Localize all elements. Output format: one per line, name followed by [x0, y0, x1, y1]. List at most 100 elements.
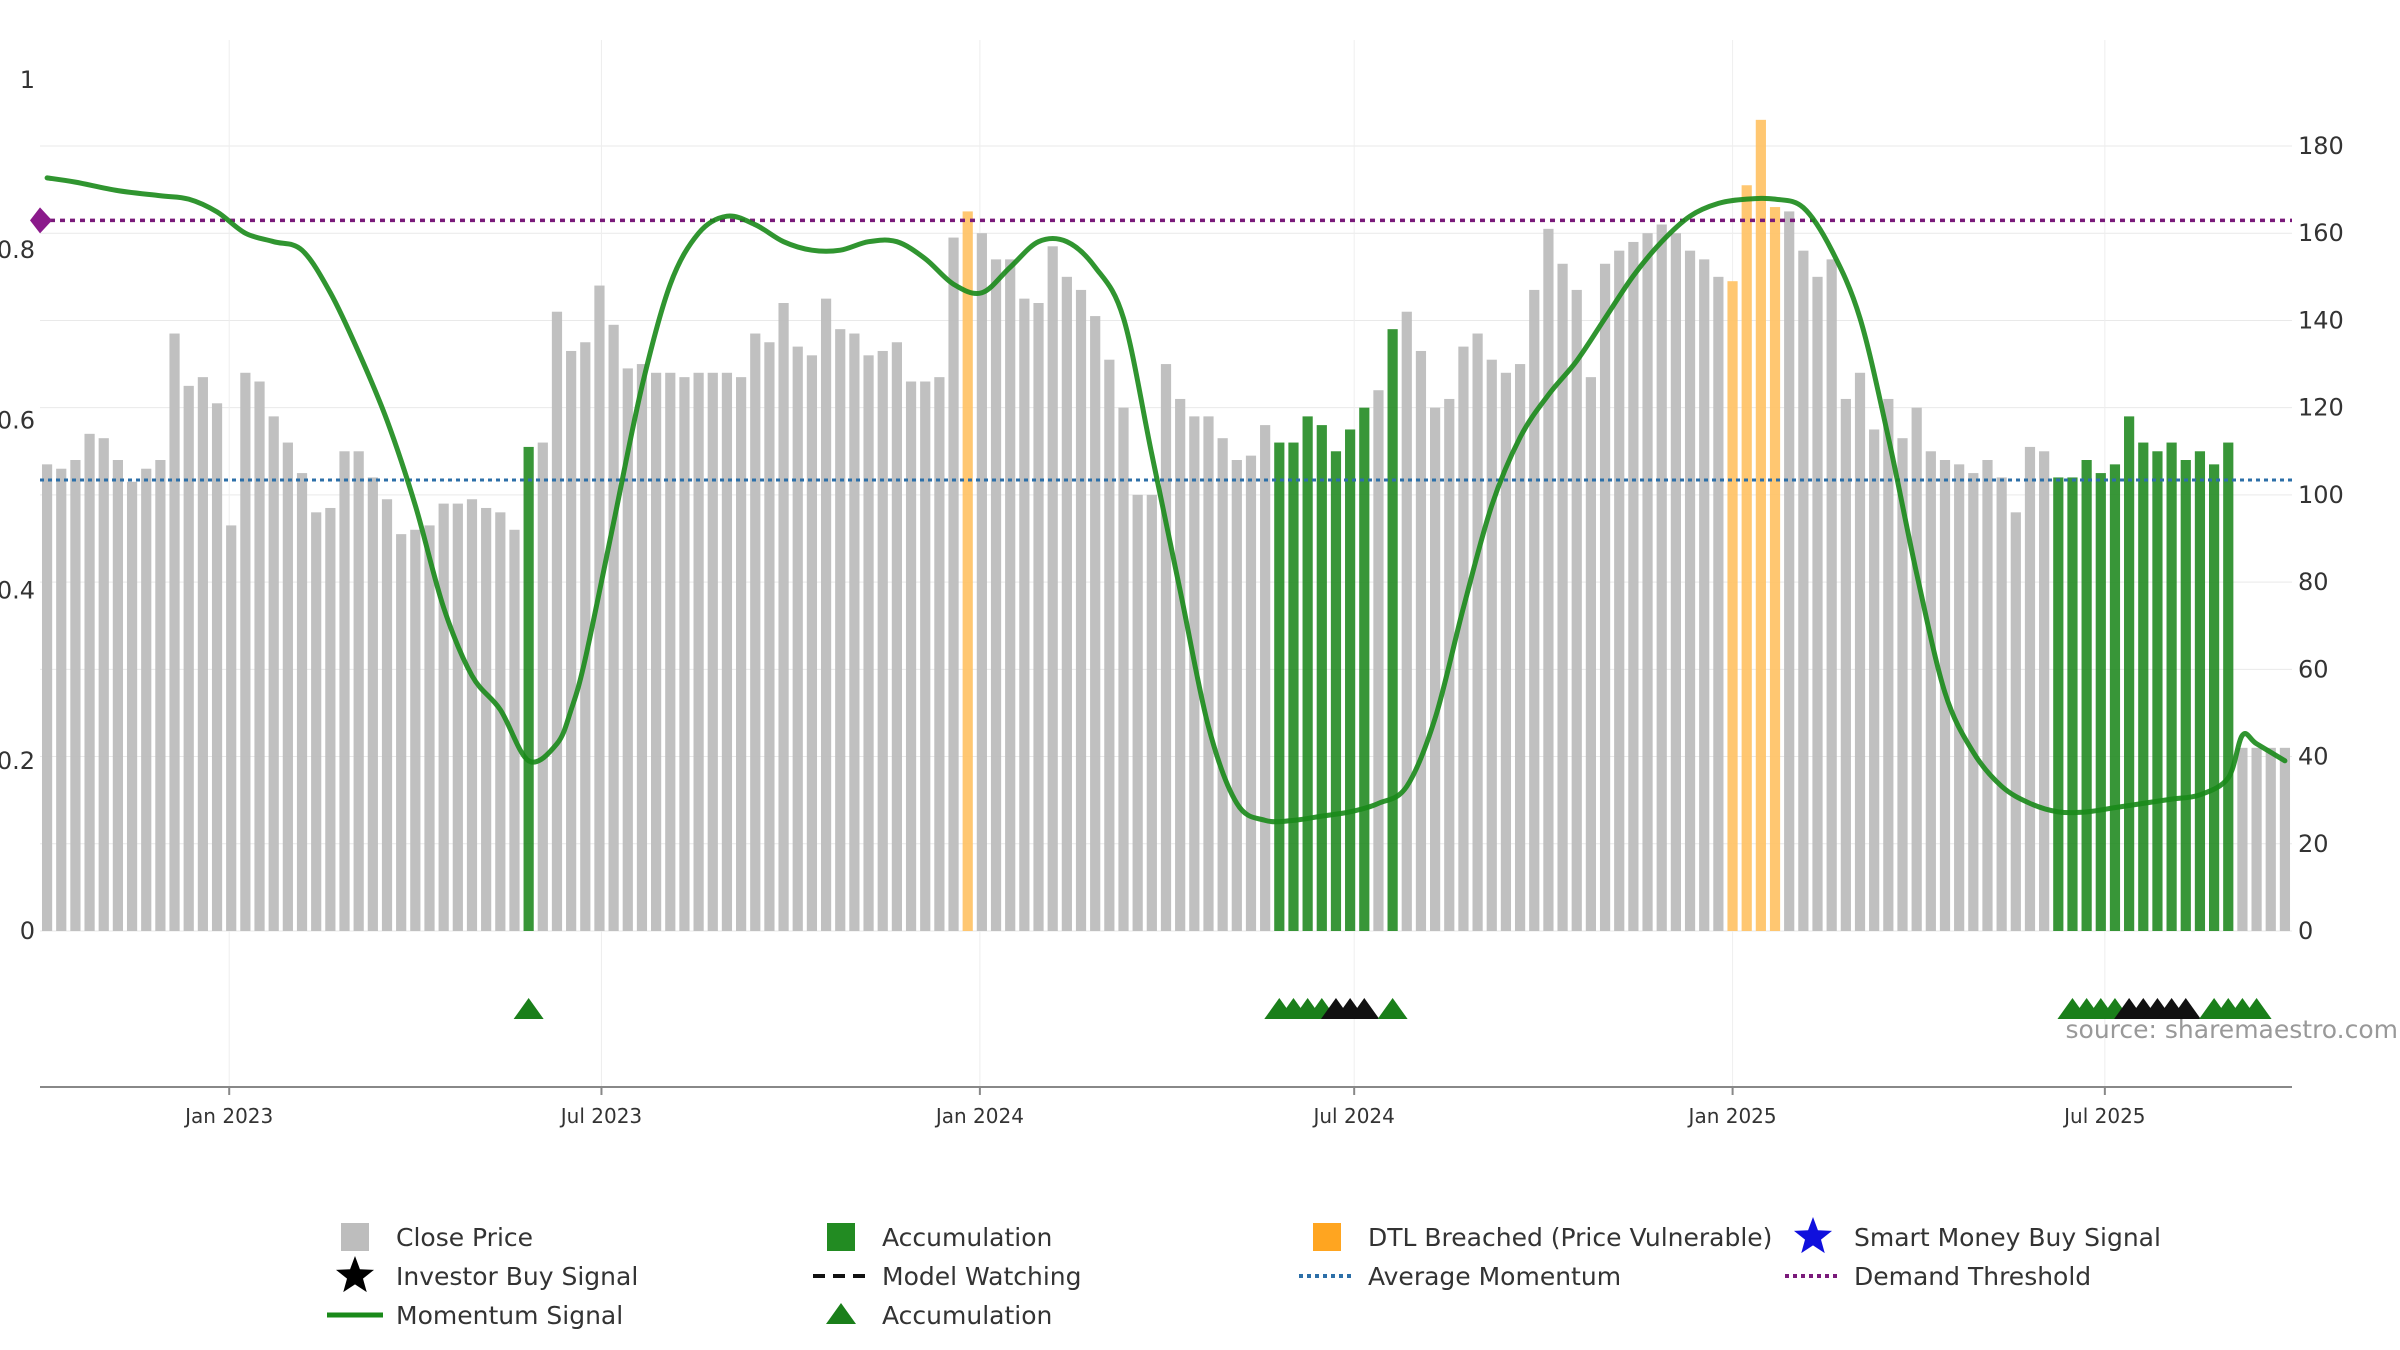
accumulation-bar: [1274, 442, 1285, 931]
x-axis-tick-label: Jul 2023: [559, 1104, 642, 1128]
left-axis-tick-label: 0.6: [0, 406, 35, 434]
x-axis-tick-label: Jan 2024: [934, 1104, 1024, 1128]
close-price-bar: [1075, 289, 1087, 932]
legend-label: Accumulation: [882, 1301, 1052, 1330]
close-price-bar: [976, 233, 987, 931]
close-price-bar: [56, 468, 67, 931]
close-price-bar: [580, 342, 591, 931]
close-price-bar: [1684, 250, 1696, 931]
close-price-bar: [750, 333, 761, 931]
right-axis-tick-label: 20: [2298, 830, 2329, 858]
close-price-bar: [268, 416, 279, 931]
close-price-bar: [835, 329, 846, 932]
close-price-bar: [1203, 416, 1214, 931]
accumulation-bar: [2223, 442, 2234, 931]
accumulation-bar: [2081, 460, 2092, 931]
close-price-bar: [735, 377, 747, 931]
accumulation-bar: [2166, 442, 2177, 931]
close-price-bar: [367, 477, 378, 931]
close-price-bar: [296, 473, 308, 931]
close-price-bar: [1472, 333, 1483, 931]
close-price-bar: [1430, 407, 1441, 932]
legend-label: Model Watching: [882, 1262, 1082, 1291]
left-axis-tick-label: 0.8: [0, 236, 35, 264]
close-price-bar: [849, 333, 860, 931]
close-price-bar: [325, 507, 336, 931]
legend-swatch: [341, 1223, 369, 1251]
right-axis-tick-label: 140: [2298, 306, 2344, 334]
close-price-bar: [1982, 460, 1993, 931]
x-axis-tick-label: Jan 2025: [1687, 1104, 1777, 1128]
x-axis-tick-label: Jan 2023: [183, 1104, 273, 1128]
legend-label: Close Price: [396, 1223, 533, 1252]
close-price-bar: [1019, 298, 1030, 931]
x-axis: Jan 2023 Jul 2023 Jan 2024 Jul 2024 Jan 2025…: [40, 1086, 2292, 1128]
right-axis-tick-label: 120: [2298, 394, 2344, 422]
close-price-bar: [254, 381, 265, 931]
close-price-bar: [665, 372, 676, 931]
close-price-bar: [282, 442, 293, 931]
close-price-bar: [608, 324, 619, 931]
close-price-bar: [537, 442, 548, 931]
dtl-breached-bar: [1741, 185, 1752, 931]
right-axis-tick-label: 160: [2298, 219, 2344, 247]
close-price-bar: [693, 372, 704, 931]
close-price-bar: [2237, 747, 2248, 931]
close-price-bar: [1911, 407, 1922, 932]
accumulation-bar: [1387, 329, 1398, 932]
legend-item-dtl: DTL Breached (Price Vulnerable): [1313, 1223, 1772, 1252]
close-price-bar: [70, 460, 81, 931]
accumulation-bar: [523, 446, 534, 931]
left-axis-tick-label: 0.4: [0, 577, 35, 605]
right-axis-tick-label: 180: [2298, 132, 2344, 160]
close-price-bar: [877, 350, 888, 931]
accumulation-bar: [1359, 407, 1370, 932]
dtl-breached-bar: [1755, 119, 1766, 932]
legend-label: Investor Buy Signal: [396, 1262, 638, 1291]
momentum-signal-path: [44, 175, 2288, 825]
legend-item-smart: Smart Money Buy Signal: [1793, 1217, 2161, 1254]
close-price-bar: [1628, 241, 1639, 931]
x-axis-tick-label: Jul 2024: [1311, 1104, 1394, 1128]
left-axis-tick-label: 0.2: [0, 747, 35, 775]
close-price-bar: [183, 385, 194, 932]
close-price-bar: [1713, 276, 1724, 931]
momentum-signal-line: [44, 175, 2288, 825]
close-price-bar: [1373, 390, 1384, 931]
accumulation-marker: [2241, 998, 2272, 1019]
accumulation-marker: [1377, 998, 1408, 1019]
close-price-bar: [551, 311, 563, 931]
right-axis: 0 20 40 60 80 100 120 140 160 180: [2298, 132, 2344, 945]
legend-swatch: [1313, 1223, 1341, 1251]
close-price-bar: [311, 512, 322, 931]
close-price-bar: [1514, 364, 1526, 931]
close-price-bar: [84, 433, 95, 931]
close-price-bar: [1529, 289, 1540, 932]
legend-label: Smart Money Buy Signal: [1854, 1223, 2161, 1252]
right-axis-tick-label: 100: [2298, 481, 2344, 509]
close-price-bar: [778, 303, 789, 931]
close-price-bar: [1047, 246, 1058, 932]
close-price-bar: [1784, 211, 1795, 931]
legend-star-icon: [335, 1256, 375, 1293]
close-price-bar: [1968, 473, 1979, 931]
close-price-bar: [1500, 372, 1512, 931]
close-price-bar: [1160, 364, 1172, 931]
close-price-bar: [891, 342, 902, 931]
accumulation-bar: [2138, 442, 2149, 931]
close-price-bar: [1642, 233, 1653, 931]
close-price-bar: [112, 460, 123, 931]
close-price-bar: [211, 403, 223, 931]
accumulation-bar: [1302, 416, 1313, 931]
close-price-bar: [1118, 407, 1129, 932]
close-price-bar: [636, 364, 648, 931]
investor-marker: [1349, 998, 1380, 1019]
accumulation-bar: [2152, 451, 2163, 931]
left-axis: 0 0.2 0.4 0.6 0.8 1: [0, 66, 35, 945]
close-price-bar: [1005, 259, 1016, 931]
close-price-bar: [1954, 464, 1965, 931]
close-price-bar: [1132, 494, 1143, 931]
legend-label: Momentum Signal: [396, 1301, 623, 1330]
legend-item-investor: Investor Buy Signal: [335, 1256, 638, 1293]
left-axis-tick-label: 0: [20, 917, 35, 945]
